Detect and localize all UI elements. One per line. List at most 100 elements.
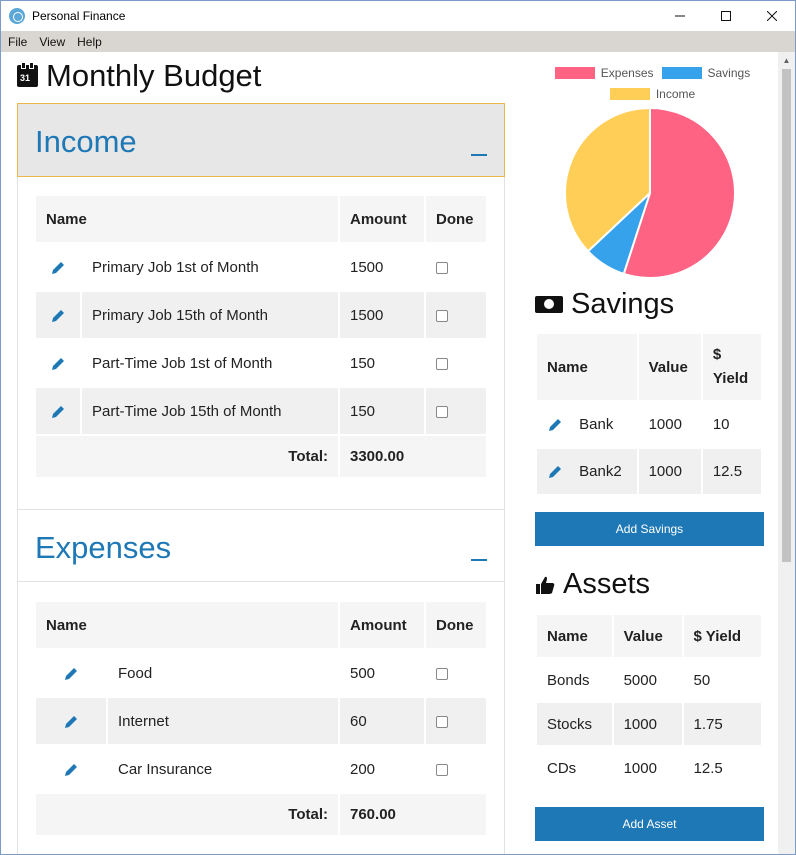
assets-col-yield: $ Yield: [683, 615, 761, 657]
assets-row-value: 1000: [613, 703, 682, 745]
expense-row-name: Internet: [108, 698, 338, 744]
edit-button[interactable]: [36, 292, 80, 338]
calendar-icon: 31: [17, 62, 38, 87]
window-title: Personal Finance: [32, 9, 126, 23]
expenses-total-row: Total: 760.00: [36, 794, 486, 835]
legend-swatch-2: [609, 87, 650, 100]
table-row: Bonds 5000 50: [537, 659, 761, 701]
legend-label: Savings: [707, 65, 751, 80]
savings-header: Savings: [535, 288, 674, 321]
done-checkbox[interactable]: [426, 698, 486, 744]
expenses-col-amount: Amount: [340, 602, 424, 648]
edit-button[interactable]: [36, 698, 106, 744]
maximize-button[interactable]: [703, 1, 749, 31]
done-checkbox[interactable]: [426, 340, 486, 386]
edit-button[interactable]: [36, 746, 106, 792]
legend-label: Expenses: [600, 65, 654, 80]
expenses-collapse-button[interactable]: [471, 559, 487, 561]
savings-row-name-text: Bank: [579, 415, 614, 433]
menu-help[interactable]: Help: [77, 34, 102, 49]
savings-title: Savings: [571, 288, 675, 320]
table-row: Part-Time Job 1st of Month 150: [36, 340, 486, 386]
expense-row-amount: 500: [350, 664, 376, 682]
table-row: Food 500: [36, 650, 486, 696]
expenses-total-value: 760.00: [340, 794, 486, 835]
income-row-amount: 1500: [350, 258, 384, 276]
income-row-name: Part-Time Job 1st of Month: [92, 354, 273, 372]
menu-bar: File View Help: [1, 31, 795, 52]
assets-row-yield: 1.75: [683, 703, 761, 745]
expenses-panel-header[interactable]: Expenses: [18, 510, 504, 582]
income-total-value: 3300.00: [340, 436, 486, 477]
money-icon: [535, 296, 563, 313]
page-header: 31 Monthly Budget: [17, 58, 261, 94]
savings-col-name: Name: [537, 334, 637, 400]
income-row-name: Primary Job 1st of Month: [92, 258, 259, 276]
table-row: Bank 1000 10: [537, 402, 761, 447]
menu-view[interactable]: View: [39, 34, 66, 49]
legend-item[interactable]: Income: [609, 87, 695, 101]
pencil-icon: [65, 763, 77, 776]
table-row: Car Insurance 200: [36, 746, 486, 792]
savings-col-value: Value: [638, 334, 701, 400]
legend-swatch-0: [554, 66, 595, 79]
legend-swatch-1: [661, 66, 702, 79]
done-checkbox[interactable]: [426, 388, 486, 434]
income-row-name: Part-Time Job 15th of Month: [82, 388, 338, 434]
scroll-up-icon[interactable]: ▲: [782, 56, 791, 65]
income-collapse-button[interactable]: [471, 154, 487, 156]
assets-title: Assets: [563, 568, 651, 600]
minimize-button[interactable]: [657, 1, 703, 31]
vertical-scrollbar[interactable]: ▲: [778, 52, 795, 854]
expense-row-amount: 60: [340, 698, 424, 744]
legend-item[interactable]: Savings: [661, 65, 751, 80]
income-table: Name Amount Done Primary Job 1st of Mont…: [34, 194, 488, 479]
done-checkbox[interactable]: [426, 292, 486, 338]
income-row-amount: 1500: [340, 292, 424, 338]
pencil-icon[interactable]: [547, 464, 563, 480]
expenses-title: Expenses: [35, 530, 172, 565]
assets-row-yield: 12.5: [693, 759, 723, 777]
add-savings-button[interactable]: Add Savings: [535, 512, 764, 546]
expenses-panel: Expenses Name Amount Done Food 500 Inte: [17, 509, 505, 854]
table-row: Primary Job 1st of Month 1500: [36, 244, 486, 290]
savings-row-value: 1000: [648, 416, 682, 433]
savings-row-value: 1000: [638, 449, 701, 494]
pie-slice-income[interactable]: [564, 107, 651, 253]
title-bar[interactable]: Personal Finance: [1, 1, 795, 31]
legend-item[interactable]: Expenses: [554, 65, 654, 80]
assets-col-value: Value: [613, 615, 682, 657]
pie-slice-expenses[interactable]: [622, 107, 736, 279]
savings-table: Name Value $ Yield Bank 1000 10 Bank2: [535, 332, 763, 496]
savings-row-name: Bank: [537, 402, 637, 447]
pencil-icon: [52, 309, 64, 322]
edit-button[interactable]: [36, 340, 80, 386]
done-checkbox[interactable]: [426, 746, 486, 792]
assets-row-name: Stocks: [537, 703, 612, 745]
income-panel-header[interactable]: Income: [17, 103, 505, 177]
income-total-label: Total:: [36, 436, 338, 477]
pencil-icon: [65, 715, 77, 728]
pencil-icon: [52, 357, 64, 370]
expenses-total-label: Total:: [36, 794, 338, 835]
savings-row-yield: 12.5: [702, 449, 761, 494]
menu-file[interactable]: File: [8, 34, 28, 49]
expenses-col-name: Name: [36, 602, 338, 648]
income-panel: Income Name Amount Done Primary Job 1st …: [17, 103, 505, 510]
pencil-icon[interactable]: [547, 417, 563, 433]
window-controls: [657, 1, 795, 31]
income-row-amount: 150: [340, 388, 424, 434]
scrollbar-thumb[interactable]: [782, 69, 791, 562]
edit-button[interactable]: [36, 388, 80, 434]
savings-row-yield: 10: [712, 416, 730, 433]
savings-col-yield: $ Yield: [702, 334, 761, 400]
close-button[interactable]: [749, 1, 795, 31]
done-checkbox[interactable]: [426, 244, 486, 290]
edit-button[interactable]: [36, 650, 106, 696]
close-icon: [767, 11, 777, 21]
edit-button[interactable]: [36, 244, 80, 290]
table-row: Bank2 1000 12.5: [537, 449, 761, 494]
add-asset-button[interactable]: Add Asset: [535, 807, 764, 841]
done-checkbox[interactable]: [426, 650, 486, 696]
